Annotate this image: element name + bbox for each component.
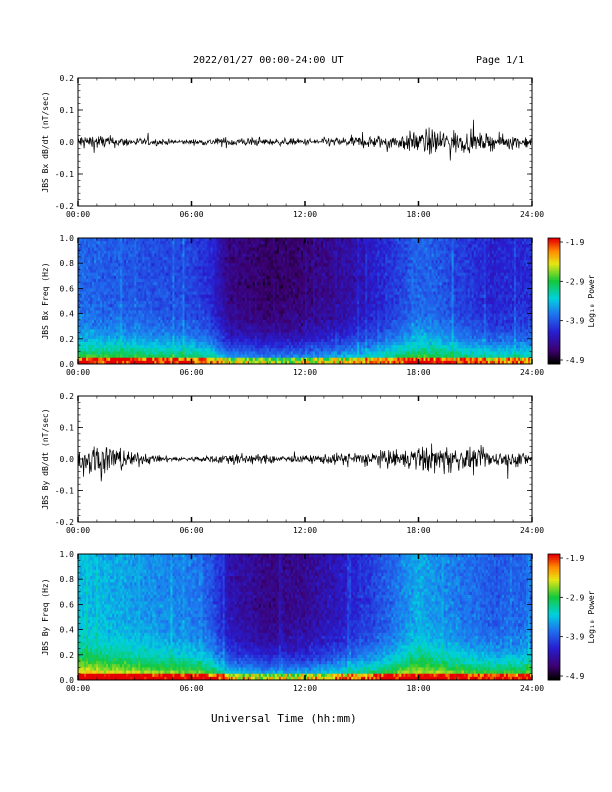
x-tick-label: 06:00 — [179, 684, 203, 693]
y-axis-label: JBS Bx dB/dt (nT/sec) — [41, 91, 50, 192]
colorbar — [548, 238, 563, 365]
x-tick-label: 12:00 — [293, 684, 317, 693]
y-tick-label: -0.1 — [55, 487, 74, 496]
x-tick-label: 06:00 — [179, 210, 203, 219]
x-tick-label: 18:00 — [406, 684, 430, 693]
plot-page: 2022/01/27 00:00-24:00 UT Page 1/1 0.2 0.… — [0, 0, 612, 792]
panel-4 — [78, 554, 563, 681]
y-tick-label: 0.2 — [60, 392, 75, 401]
panel-1 — [78, 78, 532, 206]
x-tick-label: 18:00 — [406, 210, 430, 219]
x-tick-label: 12:00 — [293, 526, 317, 535]
colorbar-label: Log₁₀ Power — [587, 590, 596, 643]
y-axis-label: JBS By dB/dt (nT/sec) — [41, 408, 50, 509]
colorbar-tick-label: -2.9 — [565, 277, 584, 286]
y-tick-label: 0.0 — [60, 455, 75, 464]
spectrogram-cells — [78, 554, 532, 680]
plots-svg: 0.20.10.0-0.1-0.200:00 06:00 12:00 18:00 24:… — [0, 0, 612, 792]
y-tick-label: 1.0 — [60, 550, 75, 559]
x-tick-label: 00:00 — [66, 526, 90, 535]
x-tick-label: 24:00 — [520, 368, 544, 377]
y-tick-label: 0.4 — [60, 626, 75, 635]
x-axis-title: Universal Time (hh:mm) — [211, 712, 357, 725]
y-tick-label: 0.1 — [60, 106, 75, 115]
y-tick-label: 0.1 — [60, 424, 75, 433]
y-tick-label: 0.4 — [60, 310, 75, 319]
colorbar-label: Log₁₀ Power — [587, 274, 596, 327]
panel-2 — [78, 238, 563, 365]
y-tick-label: 0.6 — [60, 284, 75, 293]
x-tick-label: 00:00 — [66, 684, 90, 693]
waveform-series — [78, 444, 532, 482]
panel-3 — [78, 396, 532, 522]
x-tick-label: 12:00 — [293, 210, 317, 219]
x-tick-label: 18:00 — [406, 368, 430, 377]
spectrogram-cells — [78, 238, 532, 364]
x-tick-label: 00:00 — [66, 368, 90, 377]
colorbar-tick-label: -1.9 — [565, 554, 584, 563]
waveform-series — [78, 120, 532, 161]
y-axis-label: JBS Bx Freq (Hz) — [41, 262, 50, 339]
y-tick-label: 0.8 — [60, 259, 75, 268]
x-tick-label: 24:00 — [520, 684, 544, 693]
colorbar-tick-label: -3.9 — [565, 317, 584, 326]
y-tick-label: 1.0 — [60, 234, 75, 243]
x-tick-label: 12:00 — [293, 368, 317, 377]
y-tick-label: 0.2 — [60, 651, 75, 660]
x-tick-label: 06:00 — [179, 526, 203, 535]
y-tick-label: 0.0 — [60, 138, 75, 147]
colorbar-tick-label: -4.9 — [565, 356, 584, 365]
y-tick-label: 0.8 — [60, 575, 75, 584]
y-tick-label: 0.6 — [60, 600, 75, 609]
x-tick-label: 24:00 — [520, 526, 544, 535]
colorbar-tick-label: -1.9 — [565, 238, 584, 247]
x-tick-label: 00:00 — [66, 210, 90, 219]
y-tick-label: 0.2 — [60, 335, 75, 344]
x-tick-label: 06:00 — [179, 368, 203, 377]
colorbar-tick-label: -3.9 — [565, 633, 584, 642]
y-axis-label: JBS By Freq (Hz) — [41, 578, 50, 655]
x-tick-label: 18:00 — [406, 526, 430, 535]
y-tick-label: -0.1 — [55, 170, 74, 179]
colorbar-tick-label: -4.9 — [565, 672, 584, 681]
colorbar — [548, 554, 563, 681]
y-tick-label: 0.2 — [60, 74, 75, 83]
x-tick-label: 24:00 — [520, 210, 544, 219]
colorbar-tick-label: -2.9 — [565, 593, 584, 602]
